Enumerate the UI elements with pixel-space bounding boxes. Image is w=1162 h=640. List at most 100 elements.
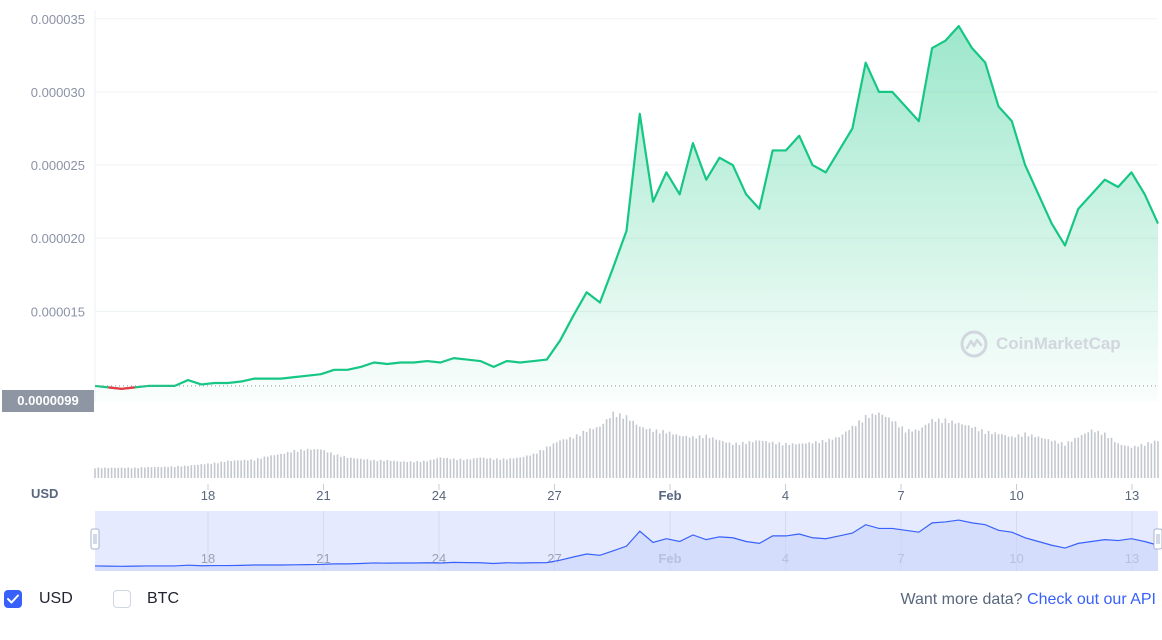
volume-bar <box>320 449 322 478</box>
btc-checkbox[interactable]: BTC <box>113 590 179 608</box>
volume-bar <box>409 461 412 478</box>
volume-bar <box>207 463 209 478</box>
volume-bar <box>645 429 648 478</box>
volume-bar <box>1150 443 1153 478</box>
usd-checkbox-box[interactable] <box>4 590 22 608</box>
volume-bar <box>864 415 867 478</box>
volume-bar <box>383 460 385 478</box>
volume-bar <box>140 467 143 478</box>
volume-bar <box>545 446 548 478</box>
volume-bar <box>403 461 405 478</box>
volume-bar <box>625 415 628 478</box>
volume-bar <box>1130 447 1133 478</box>
volume-bar <box>479 457 482 478</box>
volume-bar <box>1054 440 1056 478</box>
volume-bar <box>376 461 379 478</box>
more-data-prefix: Want more data? <box>900 591 1023 608</box>
volume-bar <box>655 429 658 478</box>
x-tick-label: 21 <box>316 488 330 503</box>
volume-bar <box>1104 432 1106 478</box>
x-tick-label: 24 <box>432 488 446 503</box>
volume-bar <box>1044 438 1046 478</box>
volume-bar <box>1064 445 1066 478</box>
volume-bar <box>363 459 365 478</box>
x-tick-label: 7 <box>897 488 904 503</box>
volume-bar <box>107 467 110 478</box>
volume-bar <box>256 458 259 478</box>
volume-bar <box>848 430 850 478</box>
volume-bar <box>612 411 615 478</box>
volume-bar <box>137 468 139 478</box>
volume-bar <box>678 435 681 478</box>
volume-bar <box>290 452 292 478</box>
volume-bar <box>944 418 947 478</box>
volume-bar <box>665 433 668 478</box>
volume-bar <box>559 440 561 478</box>
price-area-fill <box>95 26 1158 403</box>
volume-bar <box>1153 440 1156 478</box>
volume-bar <box>250 459 252 478</box>
volume-bar <box>1137 446 1139 478</box>
volume-bar <box>1120 444 1123 478</box>
volume-bar <box>323 450 326 478</box>
volume-bar <box>732 444 734 478</box>
volume-bar <box>247 460 249 478</box>
volume-bar <box>805 443 807 478</box>
y-tick-label: 0.000020 <box>31 231 85 246</box>
volume-bar <box>150 467 153 478</box>
y-tick-label: 0.000015 <box>31 304 85 319</box>
volume-bar <box>130 468 133 478</box>
volume-bar <box>755 440 757 478</box>
api-link[interactable]: Check out our API <box>1027 591 1156 608</box>
price-chart[interactable]: 0.000015 0.000020 0.000025 0.000030 0.000035… <box>0 0 1162 580</box>
x-tick-label: 13 <box>1125 488 1139 503</box>
volume-bar <box>981 429 983 478</box>
volume-bar <box>791 443 794 478</box>
volume-bar <box>233 460 236 478</box>
volume-bar <box>668 431 671 478</box>
volume-bar <box>313 449 316 478</box>
volume-bar <box>858 420 860 478</box>
volume-bar <box>761 441 764 478</box>
volume-bar <box>293 450 296 478</box>
volume-bar <box>652 431 654 478</box>
volume-bar <box>662 430 664 478</box>
volume-bar <box>997 434 1000 478</box>
volume-bar <box>1110 437 1113 478</box>
volume-bar <box>1100 434 1103 478</box>
volume-bar <box>200 464 203 478</box>
navigator-right-handle[interactable] <box>1153 528 1162 550</box>
volume-bar <box>931 418 933 478</box>
volume-bar <box>741 441 744 478</box>
volume-bar <box>1097 430 1100 478</box>
volume-bar <box>918 430 920 478</box>
usd-checkbox[interactable]: USD <box>4 590 73 608</box>
price-area <box>95 26 1158 403</box>
volume-bar <box>160 467 163 478</box>
volume-bar <box>974 426 977 478</box>
volume-bar <box>283 453 286 478</box>
btc-checkbox-box[interactable] <box>113 590 131 608</box>
volume-bar <box>599 426 601 478</box>
volume-bar <box>638 426 641 478</box>
volume-bar <box>177 465 179 478</box>
current-price-badge: 0.0000099 <box>2 390 94 412</box>
volume-bar <box>489 458 492 478</box>
volume-bar <box>738 444 741 478</box>
volume-bar <box>157 467 159 478</box>
chart-svg[interactable]: 0.000015 0.000020 0.000025 0.000030 0.000035… <box>0 0 1162 580</box>
navigator-left-handle[interactable] <box>90 528 100 550</box>
volume-bar <box>891 421 894 478</box>
volume-bar <box>957 422 960 478</box>
volume-bar <box>230 460 232 478</box>
volume-bar <box>1080 435 1083 478</box>
volume-bar <box>771 441 774 478</box>
volume-bar <box>346 458 349 478</box>
volume-bar <box>330 452 332 478</box>
volume-bar <box>815 441 817 478</box>
usd-checkbox-label: USD <box>39 590 73 607</box>
volume-bar <box>635 424 638 478</box>
x-tick-label: 10 <box>1009 488 1023 503</box>
volume-bar <box>512 458 515 478</box>
